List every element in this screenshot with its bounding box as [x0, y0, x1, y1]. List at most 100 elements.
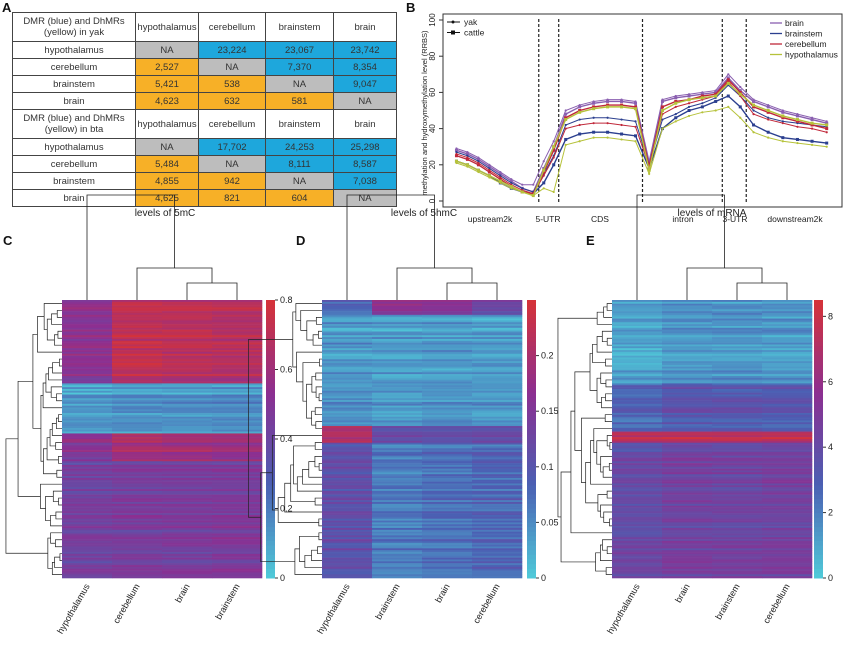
- heatmap-cell: [162, 524, 213, 527]
- column-label: cerebellum: [111, 582, 142, 625]
- heatmap-cell: [322, 550, 373, 553]
- heatmap-cell: [162, 442, 213, 445]
- heatmap-cell: [162, 527, 213, 531]
- heatmap-cell: [322, 387, 373, 390]
- heatmap-cell: [162, 574, 213, 577]
- heatmap-cell: [162, 363, 213, 366]
- heatmap-cell: [762, 435, 813, 438]
- data-point: [825, 123, 829, 127]
- colorbar-segment: [527, 452, 536, 459]
- heatmap-cell: [762, 553, 813, 557]
- heatmap-cell: [112, 426, 163, 429]
- heatmap-cell: [112, 513, 163, 516]
- heatmap-cell: [322, 363, 373, 366]
- heatmap-cell: [712, 409, 763, 412]
- heatmap-cell: [112, 505, 163, 508]
- heatmap-cell: [62, 325, 113, 329]
- heatmap-cell: [162, 439, 213, 442]
- heatmap-cell: [62, 539, 113, 542]
- heatmap-cell: [322, 476, 373, 479]
- data-point: [476, 168, 480, 172]
- colorbar-segment: [814, 332, 823, 338]
- data-point: [634, 105, 638, 109]
- heatmap-cell: [322, 307, 373, 310]
- heatmap-cell: [472, 576, 523, 579]
- heatmap-cell: [322, 383, 373, 386]
- heatmap-cell: [762, 565, 813, 568]
- heatmap-cell: [612, 392, 663, 395]
- heatmap-cell: [422, 576, 473, 579]
- heatmap-cell: [612, 513, 663, 516]
- table-cell: NA: [265, 172, 334, 190]
- colorbar-label: 8: [828, 311, 833, 321]
- heatmap-cell: [472, 403, 523, 406]
- heatmap-cell: [112, 388, 163, 392]
- heatmap-cell: [112, 311, 163, 314]
- heatmap-cell: [612, 457, 663, 460]
- heatmap-cell: [712, 324, 763, 327]
- heatmap-cell: [212, 537, 263, 540]
- heatmap-cell: [372, 305, 423, 308]
- heatmap-cell: [372, 455, 423, 458]
- colorbar-segment: [527, 364, 536, 370]
- heatmap-cell: [112, 379, 163, 382]
- heatmap-cell: [422, 335, 473, 338]
- heatmap-cell: [472, 489, 523, 492]
- heatmap-cell: [422, 555, 473, 558]
- heatmap-cell: [62, 557, 113, 560]
- heatmap-cell: [662, 311, 713, 314]
- heatmap-cell: [762, 359, 813, 362]
- colorbar-segment: [814, 337, 823, 343]
- heatmap-cell: [612, 505, 663, 508]
- heatmap-cell: [422, 457, 473, 460]
- heatmap-cell: [762, 396, 813, 399]
- heatmap-cell: [372, 331, 423, 334]
- heatmap-cell: [322, 409, 373, 412]
- heatmap-cell: [712, 403, 763, 406]
- heatmap-cell: [162, 464, 213, 468]
- heatmap-cell: [712, 363, 763, 366]
- table-row: brainstem 4,855 942 NA 7,038: [12, 172, 397, 190]
- heatmap-cell: [62, 492, 113, 495]
- heatmap-cell: [472, 520, 523, 523]
- heatmap-cell: [322, 552, 373, 555]
- heatmap-cell: [762, 535, 813, 538]
- heatmap-cell: [62, 377, 113, 380]
- heatmap-cell: [422, 463, 473, 466]
- colorbar-segment: [266, 499, 275, 505]
- data-point: [477, 160, 480, 163]
- heatmap-cell: [212, 500, 263, 503]
- heatmap-cell: [162, 301, 213, 305]
- heatmap-cell: [372, 400, 423, 403]
- data-point: [674, 96, 678, 100]
- heatmap-cell: [472, 340, 523, 343]
- heatmap-cell: [662, 561, 713, 564]
- column-label: hypothalamus: [605, 582, 642, 636]
- heatmap-cell: [162, 481, 213, 484]
- heatmap-cell: [372, 355, 423, 358]
- heatmap-cell: [422, 325, 473, 329]
- heatmap-cell: [212, 398, 263, 401]
- heatmap-cell: [422, 570, 473, 573]
- heatmap-cell: [212, 540, 263, 544]
- heatmap-cell: [372, 368, 423, 371]
- heatmap-cell: [372, 563, 423, 566]
- data-point: [661, 118, 664, 121]
- heatmap-cell: [162, 542, 213, 545]
- heatmap-cell: [662, 398, 713, 401]
- heatmap-cell: [662, 498, 713, 501]
- heatmap-cell: [762, 394, 813, 397]
- heatmap-cell: [662, 363, 713, 366]
- heatmap-cell: [112, 531, 163, 534]
- heatmap-cell: [662, 324, 713, 327]
- heatmap-cell: [662, 359, 713, 362]
- heatmap-cell: [662, 416, 713, 419]
- heatmap-cell: [322, 320, 373, 323]
- heatmap-cell: [322, 403, 373, 406]
- heatmap-cell: [62, 565, 113, 568]
- heatmap-cell: [612, 364, 663, 368]
- colorbar-segment: [527, 304, 536, 310]
- heatmap-cell: [322, 492, 373, 495]
- colorbar-segment: [527, 466, 536, 472]
- heatmap-cell: [162, 514, 213, 518]
